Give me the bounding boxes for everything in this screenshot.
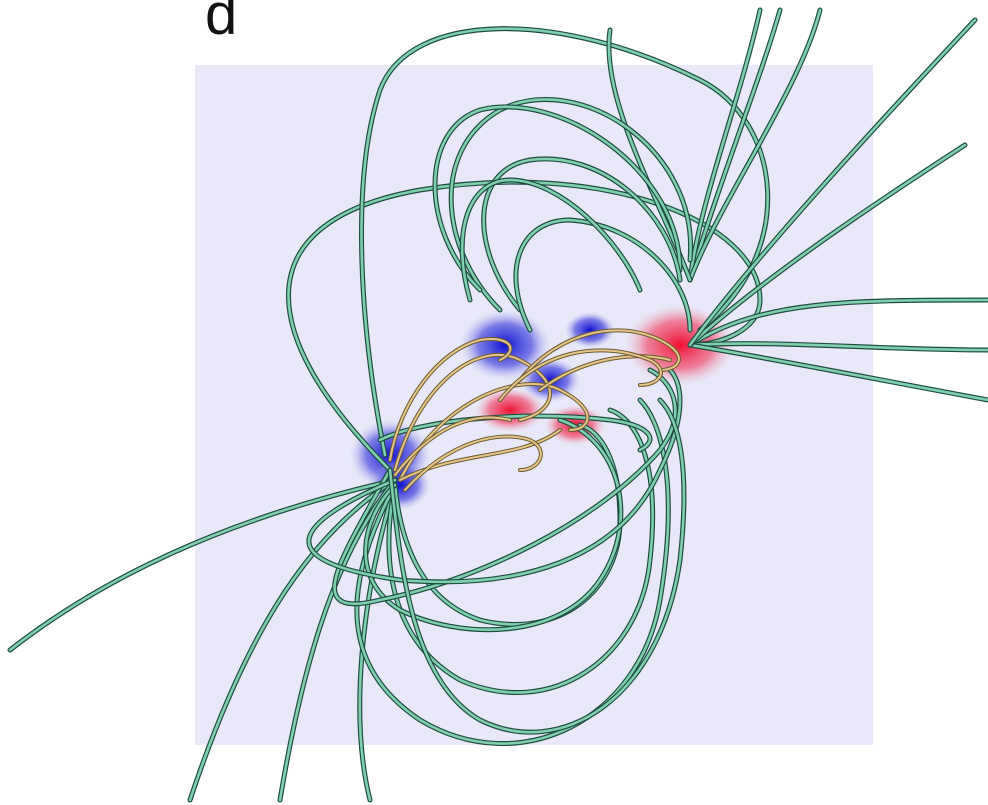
panel-label: d xyxy=(205,0,237,44)
field-line-render xyxy=(0,0,988,805)
figure: d xyxy=(0,0,988,805)
